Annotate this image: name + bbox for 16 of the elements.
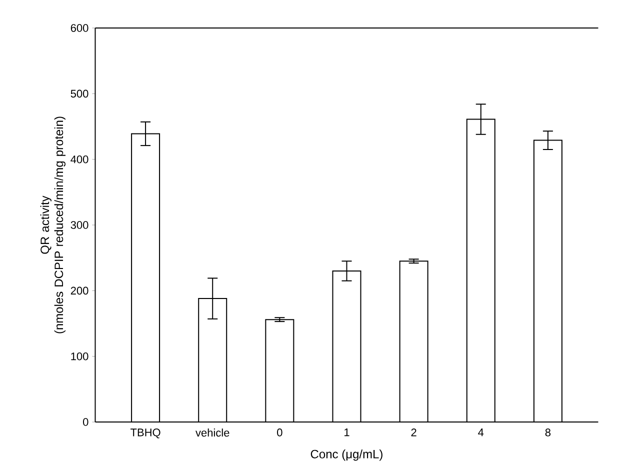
x-tick-label: 8 bbox=[545, 428, 551, 436]
y-tick-label: 300 bbox=[70, 221, 88, 229]
x-axis-title: Conc (μg/mL) bbox=[310, 450, 382, 461]
y-tick-label: 100 bbox=[71, 352, 88, 360]
x-tick-label: TBHQ bbox=[130, 428, 160, 438]
x-tick-label: 2 bbox=[411, 428, 416, 436]
x-tick-label: 4 bbox=[478, 428, 484, 436]
x-tick-label: 1 bbox=[344, 428, 350, 436]
y-tick-label: 400 bbox=[70, 155, 88, 164]
x-tick-label: vehicle bbox=[196, 428, 230, 437]
y-tick-label: 500 bbox=[70, 90, 88, 98]
y-tick-label: 200 bbox=[70, 286, 88, 295]
x-tick-label: 0 bbox=[277, 428, 282, 436]
y-tick-label: 0 bbox=[83, 418, 88, 426]
y-axis-title: QR activity (nmoles DCPIP reduced/min/mg protein) bbox=[40, 116, 66, 334]
y-tick-label: 600 bbox=[70, 24, 88, 32]
